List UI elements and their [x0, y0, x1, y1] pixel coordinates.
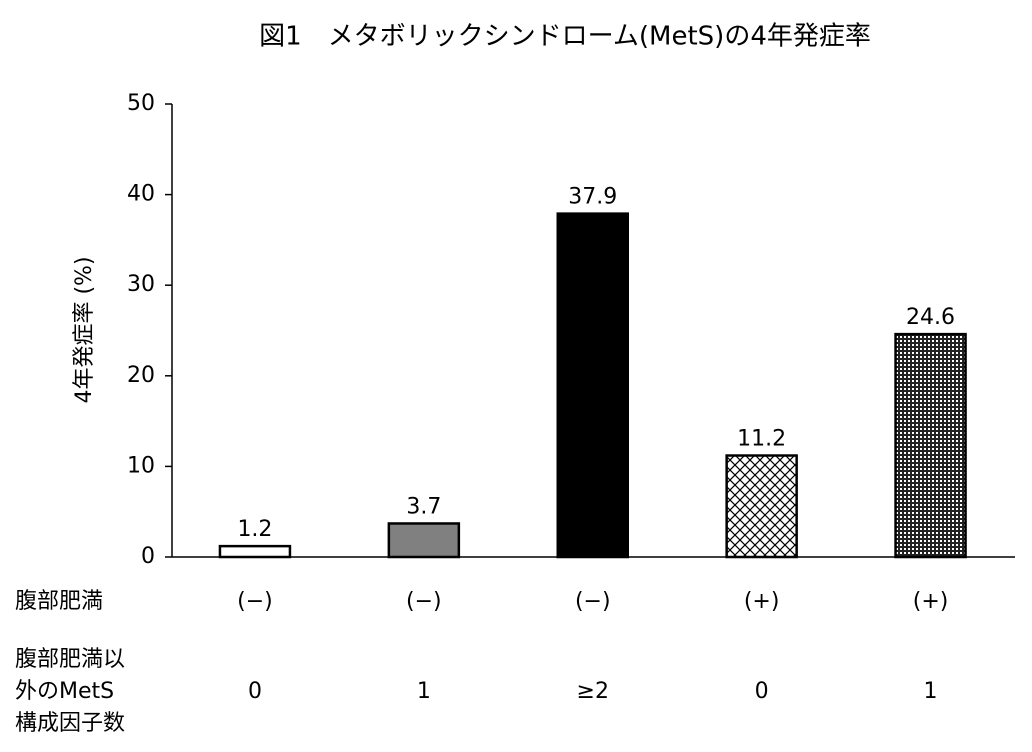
bar — [218, 544, 292, 559]
value-label: 3.7 — [406, 494, 441, 519]
y-tick-label: 50 — [127, 91, 155, 116]
value-label: 11.2 — [737, 427, 786, 452]
x-tick-label: (−) — [406, 589, 442, 614]
y-tick-label: 0 — [141, 544, 155, 569]
y-tick-label: 30 — [127, 272, 155, 297]
y-tick-label: 10 — [127, 453, 155, 478]
bar — [725, 454, 798, 559]
value-label: 24.6 — [906, 305, 955, 330]
x-tick-label: ≥2 — [577, 679, 609, 704]
x-tick-label: (+) — [744, 589, 780, 614]
row-label: 外のMetS — [15, 679, 114, 704]
row-label: 構成因子数 — [15, 711, 125, 736]
x-tick-label: 0 — [248, 679, 262, 704]
x-tick-label: (−) — [575, 589, 611, 614]
x-tick-label: 1 — [417, 679, 431, 704]
row-label: 腹部肥満以 — [15, 647, 125, 672]
bar — [387, 522, 461, 559]
value-label: 1.2 — [237, 517, 272, 542]
y-axis-label: 4年発症率 (%) — [72, 256, 97, 403]
y-tick-label: 20 — [127, 363, 155, 388]
x-tick-label: 1 — [924, 679, 938, 704]
bar — [556, 212, 629, 559]
x-tick-label: 0 — [755, 679, 769, 704]
x-tick-label: (−) — [237, 589, 273, 614]
value-label: 37.9 — [568, 185, 617, 210]
row-label: 腹部肥満 — [15, 589, 103, 614]
chart-title: 図1 メタボリックシンドローム(MetS)の4年発症率 — [259, 22, 871, 52]
x-tick-label: (+) — [913, 589, 949, 614]
bar — [894, 332, 967, 559]
y-tick-label: 40 — [127, 182, 155, 207]
